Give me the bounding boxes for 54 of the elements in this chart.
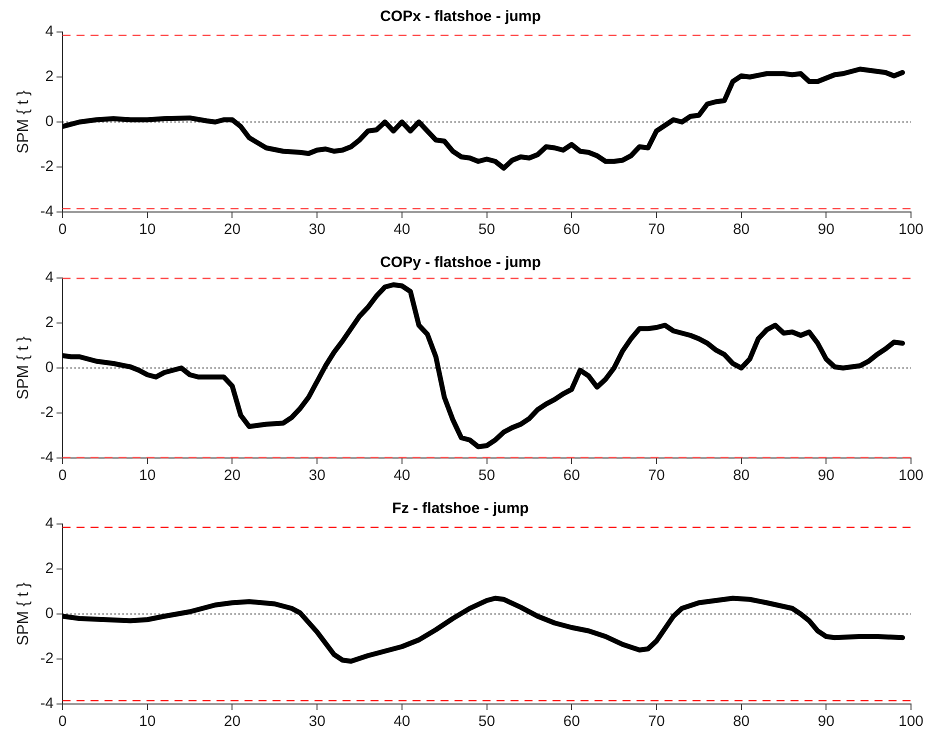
y-tick-label: 2 [45,314,54,332]
x-tick-label: 70 [648,467,665,484]
x-tick-label: 0 [58,221,67,238]
x-tick-label: 80 [732,221,750,238]
x-tick-label: 80 [732,467,750,484]
x-tick-label: 50 [478,221,496,238]
y-tick-label: -2 [40,650,54,668]
x-tick-label: 30 [308,467,326,484]
x-tick-label: 60 [563,467,580,484]
x-tick-label: 20 [224,713,241,730]
y-axis-title: SPM { t } [15,582,32,646]
y-tick-label: -2 [40,404,54,422]
x-tick-label: 90 [818,467,834,484]
x-tick-label: 10 [139,713,156,730]
x-tick-label: 50 [478,467,496,484]
x-tick-label: 60 [563,713,580,730]
y-tick-label: 4 [45,269,54,286]
x-tick-label: 30 [308,713,326,730]
y-tick-label: 0 [45,359,54,376]
y-tick-label: 0 [45,605,54,622]
y-axis-title: SPM { t } [15,336,32,400]
y-tick-label: 2 [45,68,54,86]
y-tick-label: -4 [40,203,54,220]
x-tick-label: 100 [898,467,924,484]
x-tick-label: 60 [563,221,580,238]
x-tick-label: 20 [224,221,241,238]
y-tick-label: -2 [40,158,54,176]
chart-title: COPx - flatshoe - jump [380,8,541,26]
y-tick-label: 2 [45,560,54,578]
y-tick-label: 4 [45,23,54,40]
x-tick-label: 40 [394,713,410,730]
x-tick-label: 20 [224,467,241,484]
chart-title: Fz - flatshoe - jump [392,500,529,518]
x-tick-label: 100 [898,713,924,730]
y-tick-label: -4 [40,449,54,466]
y-tick-label: 0 [45,113,54,130]
x-tick-label: 10 [139,467,156,484]
x-tick-label: 30 [308,221,326,238]
x-tick-label: 40 [394,221,410,238]
x-tick-label: 70 [648,713,665,730]
x-tick-label: 40 [394,467,410,484]
x-tick-label: 70 [648,221,665,238]
y-tick-label: -4 [40,695,54,712]
x-tick-label: 90 [818,221,834,238]
x-tick-label: 100 [898,221,924,238]
x-tick-label: 80 [732,713,750,730]
x-tick-label: 10 [139,221,156,238]
chart-title: COPy - flatshoe - jump [380,254,541,272]
y-tick-label: 4 [45,515,54,532]
x-tick-label: 0 [58,467,67,484]
x-tick-label: 90 [818,713,834,730]
x-tick-label: 0 [58,713,67,730]
x-tick-label: 50 [478,713,496,730]
y-axis-title: SPM { t } [15,90,32,154]
